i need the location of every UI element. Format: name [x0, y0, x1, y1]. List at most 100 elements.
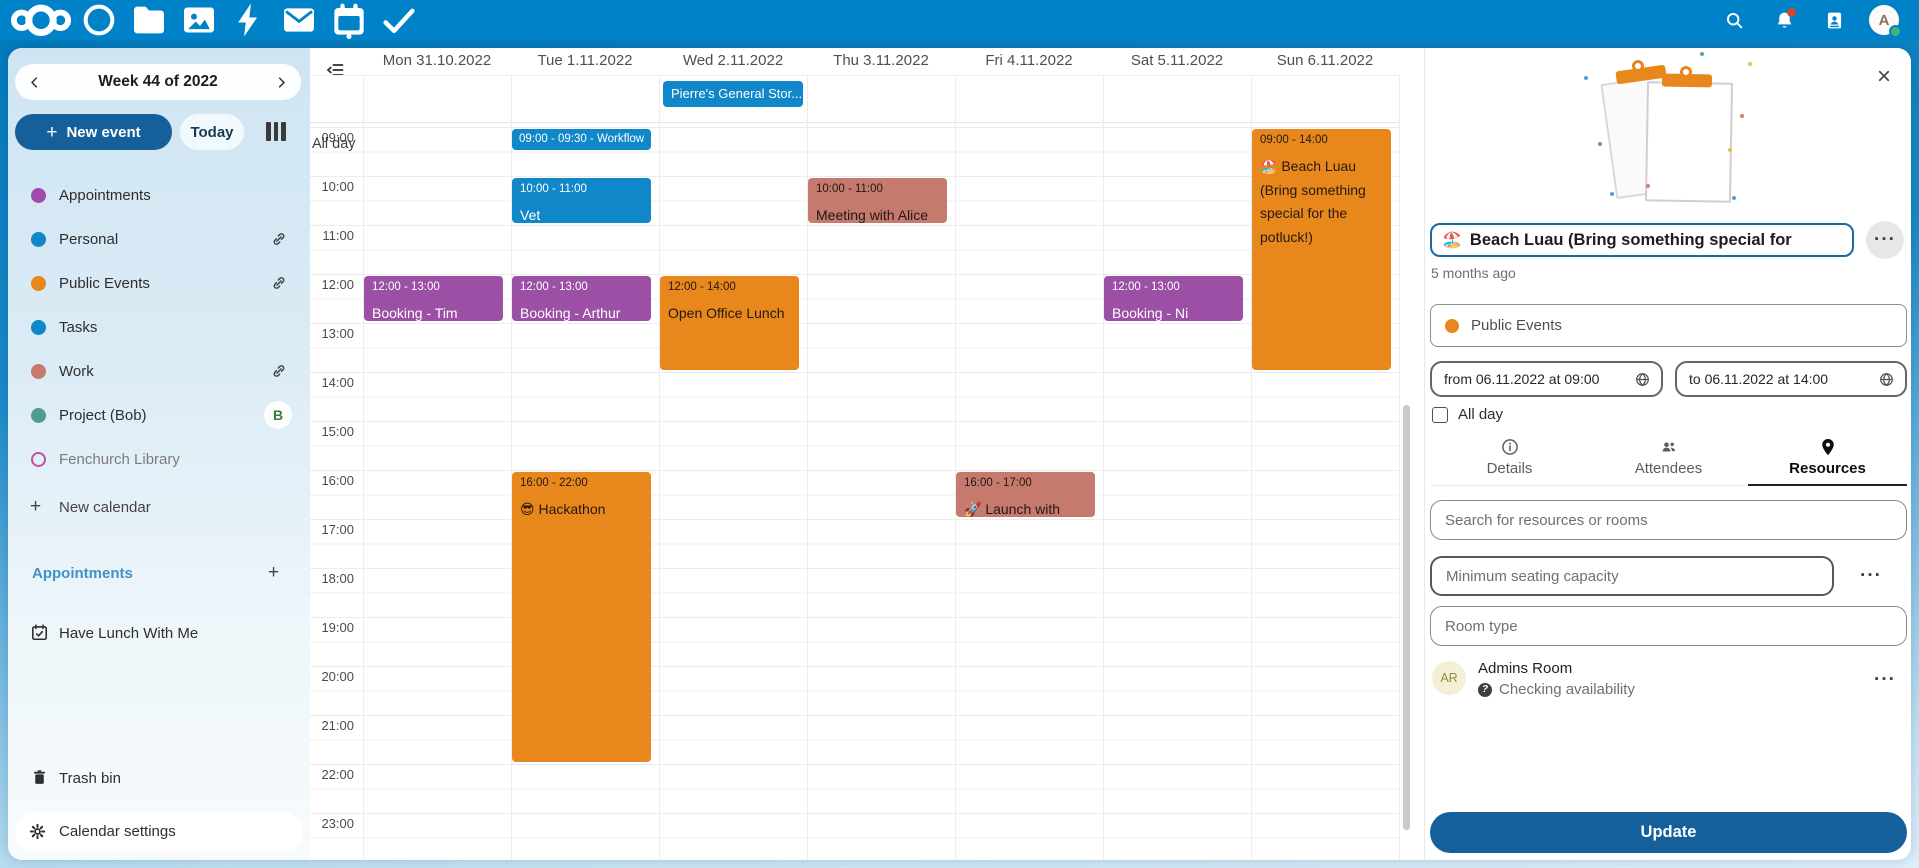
resource-actions-icon[interactable] [1868, 668, 1902, 692]
hour-label: 14:00 [321, 375, 354, 390]
update-button[interactable]: Update [1430, 812, 1907, 853]
calendar-item-appointments[interactable]: Appointments [8, 173, 310, 217]
shared-link-icon[interactable] [270, 274, 288, 292]
event-block[interactable]: 16:00 - 17:00 🚀 Launch with Elon [956, 472, 1095, 517]
event-block[interactable]: 09:00 - 09:30 - Workflow [512, 129, 651, 150]
allday-event[interactable]: Pierre's General Stor... [663, 81, 803, 107]
calendar-scrollbar[interactable] [1403, 405, 1410, 830]
column-divider [1103, 75, 1104, 860]
calendar-check-icon [30, 623, 49, 642]
calendar-settings-button[interactable]: Calendar settings [15, 812, 303, 852]
tab-details[interactable]: Details [1430, 434, 1589, 485]
new-event-button[interactable]: New event [15, 114, 172, 150]
content-card: Week 44 of 2022 New event Today Appointm… [8, 48, 1911, 860]
contacts-icon[interactable] [1809, 0, 1859, 40]
event-block[interactable]: 12:00 - 14:00 Open Office Lunch [660, 276, 799, 370]
notifications-icon[interactable] [1759, 0, 1809, 40]
shared-link-icon[interactable] [270, 362, 288, 380]
calendar-color-dot [31, 231, 46, 247]
calendar-item-public-events[interactable]: Public Events [8, 261, 310, 305]
start-datetime-picker[interactable]: from 06.11.2022 at 09:00 [1430, 361, 1663, 397]
column-divider [659, 75, 660, 860]
calendar-app-icon[interactable] [324, 0, 374, 40]
calendar-item-tasks[interactable]: Tasks [8, 305, 310, 349]
event-title: Meeting with Alice [816, 207, 929, 223]
resource-status: Checking availability [1478, 681, 1635, 698]
seating-options-icon[interactable] [1854, 564, 1888, 588]
beach-emoji: 🏖️ [1442, 232, 1462, 249]
week-view-icon[interactable] [266, 122, 288, 142]
calendar-color-dot [31, 319, 46, 335]
hour-label: 17:00 [321, 522, 354, 537]
user-menu[interactable]: A [1859, 0, 1909, 40]
event-title-input[interactable]: 🏖️ Beach Luau (Bring something special f… [1430, 223, 1854, 257]
notification-badge [1787, 8, 1796, 17]
timezone-globe-icon[interactable] [1634, 371, 1651, 388]
calendar-item-fenchurch-library[interactable]: Fenchurch Library [8, 437, 310, 481]
resource-avatar: AR [1432, 661, 1466, 695]
app-launcher [0, 0, 424, 40]
room-type-select[interactable]: Room type [1430, 606, 1907, 646]
activity-app-icon[interactable] [224, 0, 274, 40]
question-icon [1478, 682, 1492, 697]
checkbox-icon[interactable] [1432, 406, 1448, 423]
event-title: Open Office Lunch [668, 305, 785, 321]
tasks-app-icon[interactable] [374, 0, 424, 40]
seating-capacity-input[interactable]: Minimum seating capacity [1430, 556, 1834, 596]
resource-search-input[interactable]: Search for resources or rooms [1430, 500, 1907, 540]
previous-week-button[interactable] [21, 69, 47, 95]
clipboards-illustration [1580, 52, 1770, 214]
event-time: 09:00 - 14:00 [1260, 134, 1328, 146]
shared-link-icon[interactable] [270, 230, 288, 248]
calendar-picker[interactable]: Public Events [1430, 304, 1907, 347]
event-block[interactable]: 10:00 - 11:00 Vet [512, 178, 651, 223]
event-block[interactable]: 09:00 - 14:00 🏖️ Beach Luau (Bring someth… [1252, 129, 1391, 370]
event-block[interactable]: 12:00 - 13:00 Booking - Arthur Dent [512, 276, 651, 321]
calendar-item-label: Public Events [59, 274, 150, 292]
hour-label: 19:00 [321, 620, 354, 635]
new-calendar-button[interactable]: New calendar [8, 485, 310, 529]
timezone-globe-icon[interactable] [1878, 371, 1895, 388]
today-button[interactable]: Today [180, 114, 244, 150]
hour-grid[interactable] [310, 127, 1399, 860]
end-datetime-picker[interactable]: to 06.11.2022 at 14:00 [1675, 361, 1907, 397]
event-block[interactable]: 10:00 - 11:00 Meeting with Alice [808, 178, 947, 223]
day-header: Wed 2.11.2022 [682, 52, 784, 69]
hour-label: 20:00 [321, 669, 354, 684]
search-icon[interactable] [1709, 0, 1759, 40]
photos-app-icon[interactable] [174, 0, 224, 40]
avatar[interactable]: A [1869, 5, 1902, 38]
appointment-config-item[interactable]: Have Lunch With Me [8, 611, 310, 655]
hour-label: 10:00 [321, 179, 354, 194]
close-icon[interactable] [1867, 59, 1901, 93]
event-block[interactable]: 12:00 - 13:00 Booking - Ni (Knights [1104, 276, 1243, 321]
event-time: 10:00 - 11:00 [520, 183, 587, 195]
calendar-item-work[interactable]: Work [8, 349, 310, 393]
dashboard-app-icon[interactable] [74, 0, 124, 40]
event-time: 12:00 - 13:00 [520, 281, 588, 293]
next-week-button[interactable] [269, 69, 295, 95]
plus-icon [46, 123, 57, 142]
tab-resources[interactable]: Resources [1748, 434, 1907, 486]
files-app-icon[interactable] [124, 0, 174, 40]
calendar-item-project-bob-[interactable]: Project (Bob) B [8, 393, 310, 437]
event-actions-icon[interactable] [1866, 221, 1904, 259]
trash-bin-button[interactable]: Trash bin [8, 756, 310, 800]
event-block[interactable]: 16:00 - 22:00 😎 Hackathon [512, 472, 651, 762]
collapse-sidebar-icon[interactable] [324, 60, 346, 80]
nextcloud-logo-icon[interactable] [8, 0, 74, 40]
add-appointment-config-button[interactable] [268, 562, 279, 584]
event-time: 16:00 - 17:00 [964, 477, 1032, 489]
allday-checkbox[interactable]: All day [1432, 406, 1503, 423]
event-title: 🏖️ Beach Luau (Bring something special f… [1260, 158, 1366, 245]
tab-attendees[interactable]: Attendees [1589, 434, 1748, 485]
resource-list-item[interactable]: AR Admins Room Checking availability [1430, 658, 1907, 710]
calendar-color-dot [31, 363, 46, 379]
calendar-item-personal[interactable]: Personal [8, 217, 310, 261]
event-block[interactable]: 12:00 - 13:00 Booking - Tim (Wizard) [364, 276, 503, 321]
calendar-item-label: Project (Bob) [59, 406, 147, 424]
trash-icon [30, 768, 49, 787]
shared-with-badge: B [264, 401, 292, 429]
mail-app-icon[interactable] [274, 0, 324, 40]
